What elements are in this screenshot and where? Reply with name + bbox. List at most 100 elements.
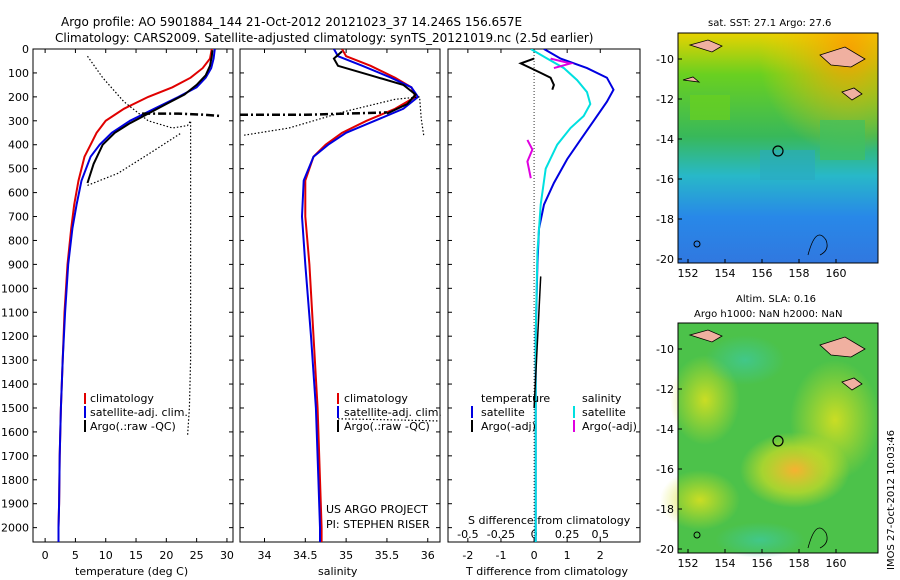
x-top-tick-label: -0.5: [457, 528, 478, 541]
pi-label: PI: STEPHEN RISER: [326, 518, 430, 531]
sla-anomaly-low: [715, 522, 805, 558]
map-x-tick-label: 160: [826, 557, 847, 570]
land-island: [688, 329, 723, 343]
title-line-1: Argo profile: AO 5901884_144 21-Oct-2012…: [61, 15, 522, 29]
map-y-tick-label: -10: [656, 53, 674, 66]
map-x-tick-label: 158: [789, 557, 810, 570]
series-s-argo-lower: [526, 139, 534, 179]
y-tick-label: 1700: [1, 450, 29, 463]
map-x-tick-label: 152: [678, 557, 699, 570]
map-y-tick-label: -10: [656, 343, 674, 356]
legend-label-satellite: satellite-adj. clim.: [90, 406, 188, 419]
x-tick-label: 0: [531, 549, 538, 562]
x-tick-label: 0: [42, 549, 49, 562]
y-tick-label: 1600: [1, 426, 29, 439]
reef-contour: [807, 527, 828, 549]
series-climatology: [57, 49, 213, 542]
salinity-axes: [239, 48, 441, 543]
legend-label-t-satellite: satellite: [481, 406, 525, 419]
x-tick-label: 35: [339, 549, 353, 562]
x-tick-label: -2: [462, 549, 473, 562]
series-argo-adj-: [86, 50, 214, 184]
y-tick-label: 100: [8, 67, 29, 80]
difference-xlabel-top: S difference from climatology: [468, 514, 631, 527]
land-island: [688, 39, 723, 53]
y-tick-label: 1800: [1, 474, 29, 487]
y-tick-label: 300: [8, 115, 29, 128]
sst-map-title: sat. SST: 27.1 Argo: 27.6: [708, 18, 831, 29]
x-tick-label: 2: [597, 549, 604, 562]
map-x-tick-label: 152: [678, 267, 699, 280]
series-t-argo-lower: [533, 276, 542, 409]
salinity-legend: climatology satellite-adj. clim. Argo(.:…: [326, 392, 442, 531]
legend-label-satellite: satellite-adj. clim.: [344, 406, 442, 419]
legend-label-t-argo: Argo(-adj): [481, 420, 536, 433]
y-tick-label: 200: [8, 91, 29, 104]
x-top-tick-label: 0: [531, 528, 538, 541]
series-climatology: [304, 49, 417, 542]
series-argo-adj-: [332, 50, 417, 115]
argo-location-marker: [772, 435, 784, 447]
map-x-tick-label: 154: [715, 557, 736, 570]
map-y-tick-label: -20: [656, 253, 674, 266]
map-x-tick-label: 156: [752, 557, 773, 570]
map-y-tick-label: -14: [656, 423, 674, 436]
x-top-tick-label: -0.25: [487, 528, 515, 541]
x-tick-label: 35.5: [375, 549, 400, 562]
x-tick-label: 34: [257, 549, 271, 562]
sla-frame: [677, 322, 879, 554]
legend-label-argo: Argo(.:raw -QC): [344, 420, 430, 433]
difference-xlabel: T difference from climatology: [465, 565, 628, 578]
series-t-argo: [518, 57, 555, 91]
depth-ticks: 0 100 200 300 400 500 600 700 800 900 1000 1100 1200…: [1, 43, 29, 535]
series-satellite-adj-clim-: [300, 49, 420, 542]
sla-map-title-2: Argo h1000: NaN h2000: NaN: [694, 309, 842, 320]
project-label: US ARGO PROJECT: [326, 503, 428, 516]
series-argo-raw-dotted-2: [87, 132, 182, 186]
sst-patch: [690, 95, 730, 120]
x-tick-label: 20: [159, 549, 173, 562]
legend-label-climatology: climatology: [90, 392, 154, 405]
land-island: [819, 336, 866, 358]
y-tick-label: 1000: [1, 282, 29, 295]
series-argo-raw-spike: [142, 112, 221, 118]
map-y-tick-label: -20: [656, 543, 674, 556]
x-tick-label: 30: [220, 549, 234, 562]
x-tick-label: 5: [72, 549, 79, 562]
title-line-2: Climatology: CARS2009. Satellite-adjuste…: [55, 31, 593, 45]
y-tick-label: 1500: [1, 402, 29, 415]
difference-axes: [447, 48, 641, 543]
sla-map-title-1: Altim. SLA: 0.16: [736, 294, 816, 305]
y-tick-label: 1400: [1, 378, 29, 391]
difference-ticks: -2 -1 0 1 2 -0.5 -0.25 0 0.25 0.5: [448, 48, 640, 562]
difference-legend: temperature satellite Argo(-adj) salinit…: [471, 392, 637, 433]
land-island: [841, 377, 863, 391]
series-argo-raw-dotted: [244, 96, 425, 136]
reef-contour: [807, 234, 828, 256]
land-island: [682, 76, 701, 83]
map-x-tick-label: 156: [752, 267, 773, 280]
y-tick-label: 500: [8, 163, 29, 176]
x-tick-label: 15: [129, 549, 143, 562]
y-tick-label: 1300: [1, 354, 29, 367]
sst-patch: [820, 120, 865, 160]
land-island: [819, 46, 866, 68]
y-tick-label: 2000: [1, 522, 29, 535]
map-y-tick-label: -12: [656, 383, 674, 396]
x-top-tick-label: 0.5: [592, 528, 610, 541]
sla-anomaly-high: [660, 470, 740, 530]
x-tick-label: 36: [421, 549, 435, 562]
imos-stamp: IMOS 27-Oct-2012 10:03:46: [886, 430, 897, 570]
reef-marker: [693, 531, 701, 539]
series-argo-raw-dotted: [87, 55, 192, 437]
x-tick-label: 1: [564, 549, 571, 562]
legend-title-salinity: salinity: [582, 392, 622, 405]
sst-ticks: -10 -12 -14 -16 -18 -20 152 154 156 158 160: [656, 53, 846, 280]
y-tick-label: 0: [22, 43, 29, 56]
sst-map: sat. SST: 27.1 Argo: 27.6 -10-12-14-16-1…: [656, 18, 879, 280]
y-tick-label: 600: [8, 187, 29, 200]
sst-frame: [677, 32, 879, 264]
sst-patch: [760, 150, 815, 180]
series-argo-raw-dotted-2: [337, 418, 440, 422]
legend-label-s-argo: Argo(-adj): [582, 420, 637, 433]
